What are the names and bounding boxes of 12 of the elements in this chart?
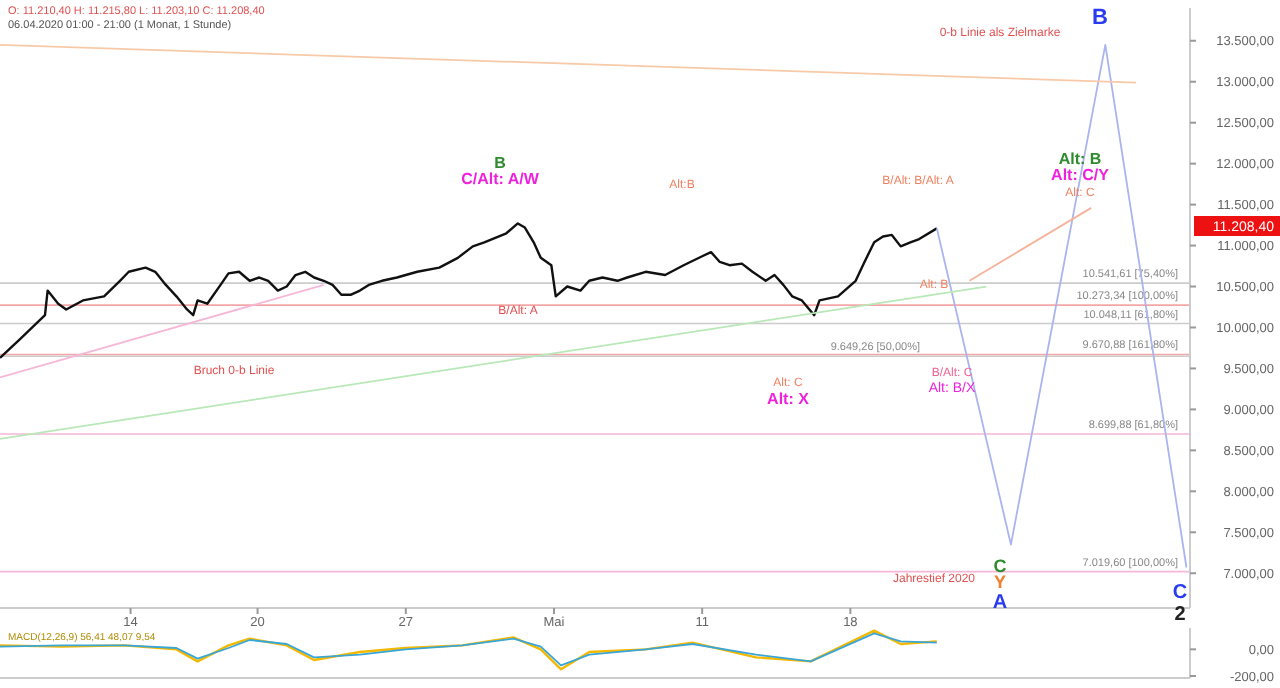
annotation: C [993,556,1008,576]
line-series [0,222,939,359]
annotation: B [1092,6,1109,30]
annotation: C [1172,582,1188,604]
annotation: A [992,592,1008,614]
annotation: Alt: B [1058,150,1102,168]
annotation: C/Alt: A/W [461,170,540,188]
annotation: B [494,154,507,172]
annotation: 2 [1174,604,1187,626]
annotation: Y [993,572,1007,592]
annotation: Alt: C/Y [1051,166,1111,184]
annotation: Alt: X [767,390,811,408]
